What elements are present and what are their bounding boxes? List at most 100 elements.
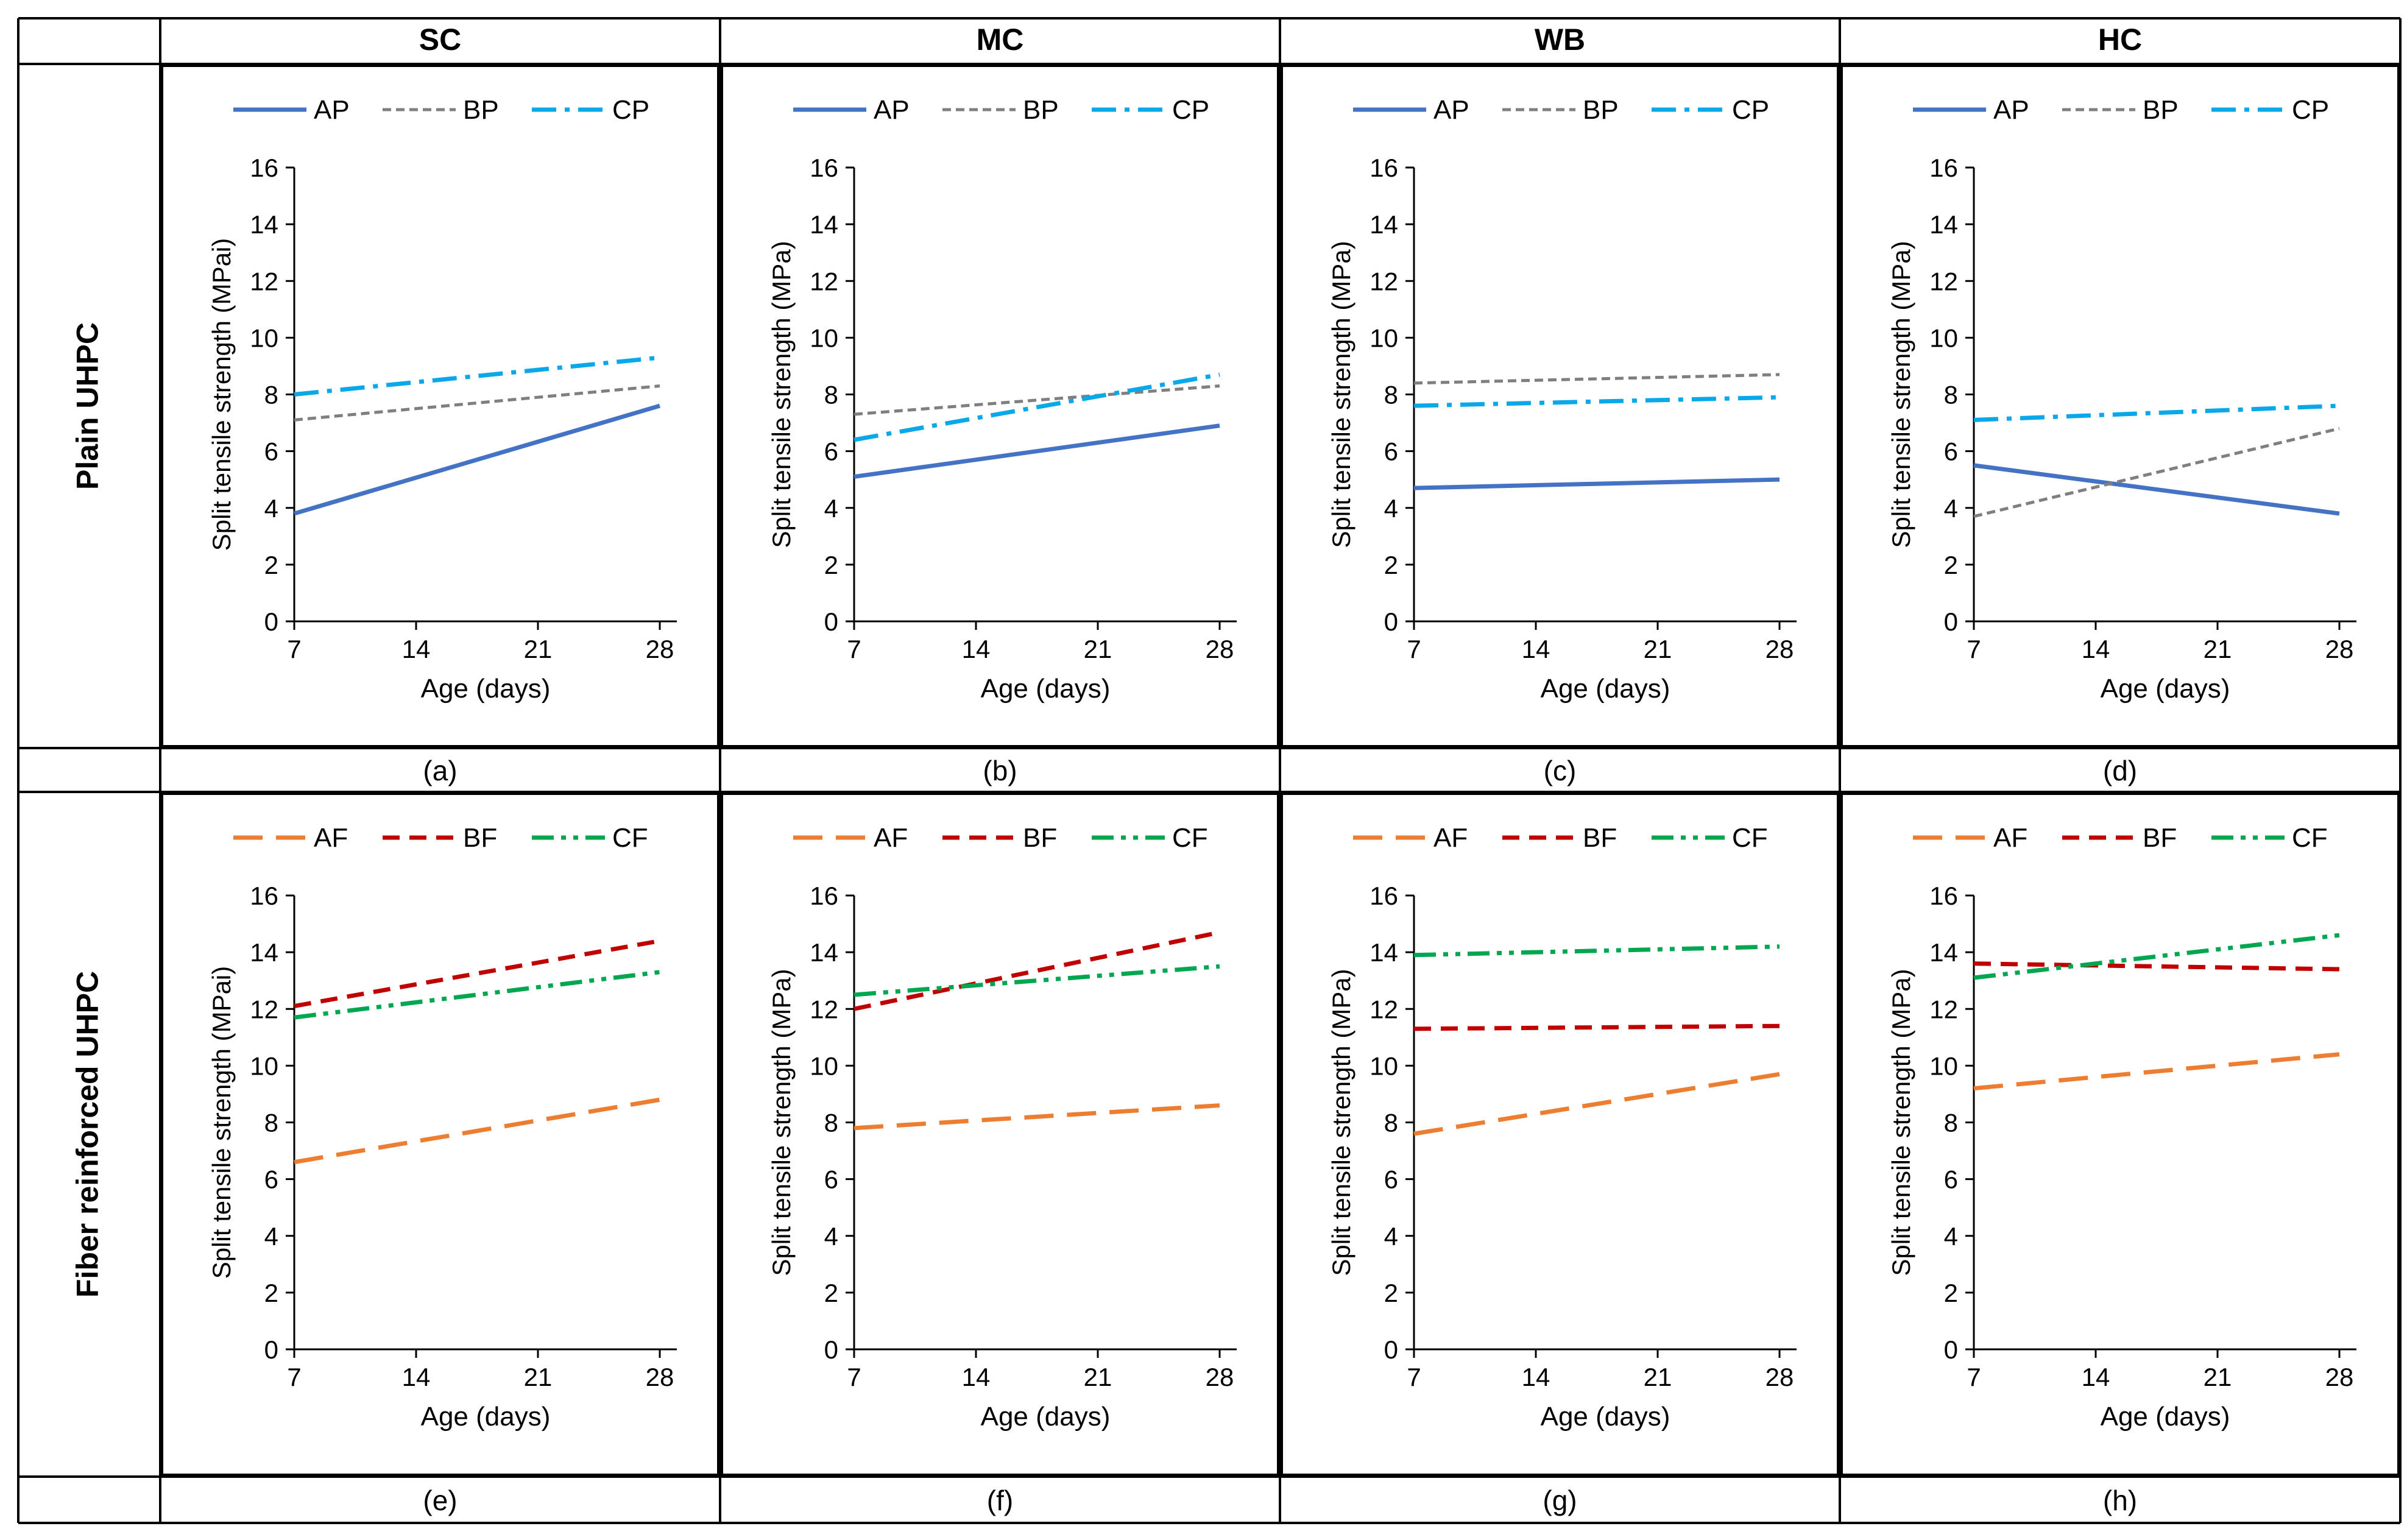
y-tick-label: 12 (1370, 267, 1398, 295)
legend-label-bf: BF (2143, 823, 2177, 853)
y-tick-label: 14 (1370, 938, 1398, 967)
series-line-af (1413, 1072, 1780, 1136)
series-line-cp (1973, 403, 2340, 422)
series-line-bp (854, 384, 1220, 416)
chart-panel-b: 0 2 4 6 8 10 12 14 16 7 14 21 28 Age (days) Split tens… (767, 95, 1237, 704)
y-tick-label: 2 (824, 551, 838, 579)
y-tick-label: 6 (1384, 437, 1398, 466)
y-tick-label: 4 (264, 494, 278, 523)
x-tick-label: 7 (1967, 635, 1981, 663)
chart-panel-d: 0 2 4 6 8 10 12 14 16 7 14 21 28 Age (days) Split tens… (1887, 95, 2356, 704)
chart-panel-h: 0 2 4 6 8 10 12 14 16 7 14 21 28 Age (days) Split tens… (1887, 823, 2356, 1432)
series-line-cf (1413, 944, 1780, 958)
legend-label-cf: CF (1732, 823, 1768, 853)
series-line-cp (854, 372, 1220, 442)
panel-label: (b) (983, 755, 1017, 786)
y-tick-label: 2 (1944, 551, 1958, 579)
y-axis-label: Split tensile strength (MPa) (1887, 241, 1915, 548)
chart-frame (160, 791, 721, 1477)
x-tick-label: 7 (847, 1363, 861, 1391)
y-axis-label: Split tensile strength (MPa) (1327, 241, 1355, 548)
y-tick-label: 12 (810, 995, 838, 1023)
x-axis-label: Age (days) (981, 1402, 1111, 1432)
y-tick-label: 0 (824, 607, 838, 636)
y-tick-label: 0 (1944, 607, 1958, 636)
y-axis-label: Split tensile strength (MPa) (1327, 969, 1355, 1276)
legend-label-bf: BF (1023, 823, 1057, 853)
x-tick-label: 28 (646, 1363, 674, 1391)
chart-panel-g: 0 2 4 6 8 10 12 14 16 7 14 21 28 Age (days) Split tens… (1327, 823, 1797, 1432)
x-axis-label: Age (days) (1541, 1402, 1670, 1432)
series-line-ap (1973, 463, 2340, 516)
y-tick-label: 6 (824, 437, 838, 466)
y-tick-label: 6 (824, 1165, 838, 1194)
y-tick-label: 4 (1944, 1222, 1958, 1251)
y-tick-label: 6 (1384, 1165, 1398, 1194)
y-tick-label: 16 (810, 154, 838, 182)
y-tick-label: 12 (250, 995, 278, 1023)
y-tick-label: 8 (824, 381, 838, 409)
chart-frame (719, 791, 1281, 1477)
x-axis-label: Age (days) (981, 674, 1111, 704)
y-tick-label: 6 (1944, 1165, 1958, 1194)
legend-label-cf: CF (1172, 823, 1208, 853)
series-line-bf (854, 930, 1220, 1011)
series-line-bf (1413, 1023, 1780, 1031)
panel-label: (e) (423, 1485, 457, 1516)
y-tick-label: 10 (250, 1051, 278, 1080)
x-tick-label: 14 (962, 635, 991, 663)
y-tick-label: 8 (1944, 381, 1958, 409)
legend-label-bf: BF (463, 823, 497, 853)
series-line-cp (294, 355, 660, 397)
chart-frame (1839, 63, 2401, 749)
y-tick-label: 4 (1384, 1222, 1398, 1251)
legend-label-af: AF (1993, 823, 2027, 853)
series-line-bf (294, 939, 660, 1009)
x-tick-label: 21 (1644, 635, 1672, 663)
legend-label-cp: CP (1172, 95, 1209, 125)
chart-panel-f: 0 2 4 6 8 10 12 14 16 7 14 21 28 Age (days) Split tens… (767, 823, 1237, 1432)
x-tick-label: 21 (524, 1363, 553, 1391)
panel-label: (g) (1543, 1485, 1577, 1516)
x-tick-label: 21 (1084, 635, 1112, 663)
x-tick-label: 7 (847, 635, 861, 663)
x-tick-label: 28 (646, 635, 674, 663)
series-line-ap (294, 403, 660, 516)
x-tick-label: 21 (2204, 635, 2232, 663)
x-tick-label: 14 (2082, 635, 2110, 663)
chart-frame (719, 63, 1281, 749)
x-tick-label: 28 (1765, 635, 1794, 663)
y-tick-label: 0 (1944, 1335, 1958, 1364)
x-tick-label: 21 (1644, 1363, 1672, 1391)
x-tick-label: 7 (287, 1363, 301, 1391)
y-tick-label: 4 (824, 494, 838, 523)
y-tick-label: 2 (264, 1279, 278, 1307)
x-tick-label: 28 (2325, 635, 2354, 663)
panel-label: (h) (2103, 1485, 2137, 1516)
y-axis-label: Split tensile strength (MPai) (207, 966, 236, 1279)
x-tick-label: 7 (1967, 1363, 1981, 1391)
y-tick-label: 2 (1944, 1279, 1958, 1307)
legend-label-bp: BP (463, 95, 499, 125)
y-tick-label: 12 (810, 267, 838, 295)
y-tick-label: 2 (264, 551, 278, 579)
y-tick-label: 12 (1370, 995, 1398, 1023)
y-tick-label: 8 (264, 1109, 278, 1137)
panel-label: (a) (423, 755, 457, 786)
y-tick-label: 8 (1384, 1109, 1398, 1137)
panel-label: (c) (1544, 755, 1577, 786)
y-tick-label: 0 (824, 1335, 838, 1364)
x-tick-label: 14 (1522, 1363, 1550, 1391)
legend-label-ap: AP (874, 95, 910, 125)
series-line-bp (294, 384, 660, 422)
series-line-bf (1973, 961, 2340, 972)
y-tick-label: 14 (810, 938, 838, 967)
column-header-mc: MC (977, 23, 1024, 57)
series-line-cf (854, 964, 1220, 997)
x-tick-label: 21 (524, 635, 553, 663)
y-tick-label: 6 (264, 437, 278, 466)
legend-label-cf: CF (612, 823, 648, 853)
y-tick-label: 16 (1929, 154, 1958, 182)
chart-frame (1279, 791, 1840, 1477)
x-tick-label: 14 (402, 635, 431, 663)
